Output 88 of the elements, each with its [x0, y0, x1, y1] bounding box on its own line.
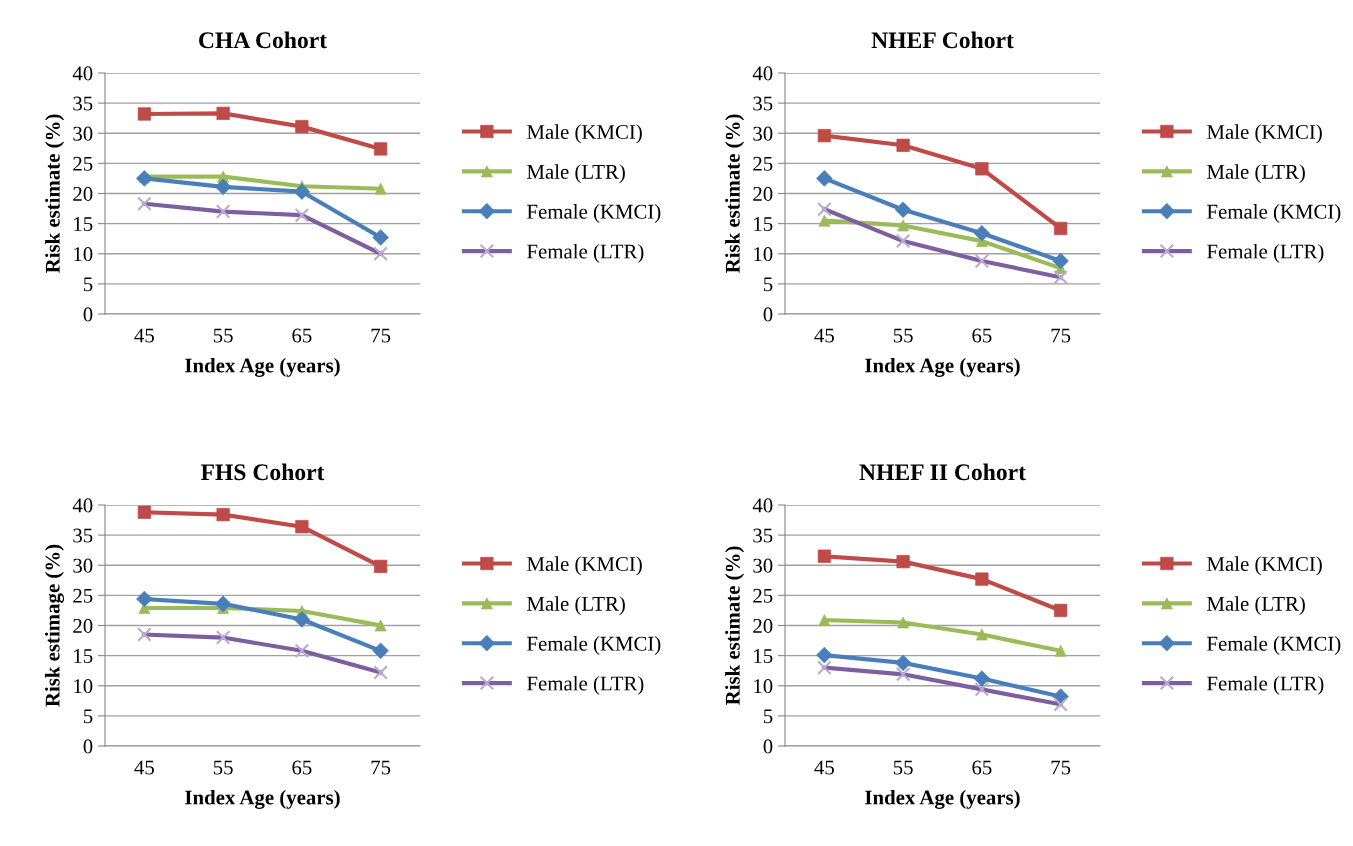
- legend-label: Male (KMCI): [527, 556, 642, 576]
- legend-label: Male (LTR): [527, 596, 625, 616]
- legend-label: Female (LTR): [1207, 243, 1324, 263]
- y-tick-label: 10: [74, 679, 93, 694]
- y-tick-label: 20: [73, 186, 93, 201]
- point: [137, 505, 151, 519]
- y-tick-label: 15: [74, 649, 93, 664]
- chart-title: FHS Cohort: [200, 463, 325, 481]
- y-tick-label: 40: [752, 66, 773, 81]
- point: [374, 142, 388, 156]
- y-tick-label: 35: [73, 528, 93, 543]
- chart-title: NHEF Cohort: [871, 31, 1014, 49]
- legend-label: Female (LTR): [527, 243, 644, 263]
- x-tick-label: 55: [893, 760, 913, 775]
- legend-label: Female (LTR): [1207, 675, 1324, 695]
- y-axis-title: Risk estimate (%): [45, 114, 65, 273]
- legend-label: Male (KMCI): [1207, 556, 1322, 576]
- y-axis-title: Risk estimate (%): [725, 114, 745, 273]
- x-axis-title: Index Age (years): [185, 357, 340, 377]
- point: [817, 549, 831, 563]
- y-tick-label: 25: [753, 588, 773, 603]
- y-tick-label: 25: [753, 156, 773, 171]
- x-tick-label: 55: [893, 328, 913, 343]
- y-tick-label: 5: [83, 709, 93, 724]
- x-tick-label: 75: [371, 760, 391, 775]
- y-tick-label: 35: [753, 96, 773, 111]
- x-tick-label: 65: [972, 760, 992, 775]
- x-tick-label: 45: [134, 328, 154, 343]
- legend-label: Male (LTR): [1207, 164, 1305, 184]
- y-tick-label: 0: [763, 307, 773, 322]
- y-tick-label: 10: [754, 679, 773, 694]
- legend-label: Female (KMCI): [1207, 204, 1341, 223]
- x-tick-label: 45: [814, 760, 834, 775]
- y-tick-label: 0: [83, 307, 93, 322]
- x-tick-label: 45: [814, 328, 834, 343]
- x-tick-label: 75: [371, 328, 391, 343]
- legend-label: Female (KMCI): [1207, 636, 1341, 655]
- x-tick-label: 75: [1051, 328, 1071, 343]
- y-axis-title: Risk estimate (%): [725, 546, 745, 705]
- chart-title: CHA Cohort: [199, 31, 327, 49]
- x-tick-label: 55: [213, 328, 233, 343]
- y-tick-label: 5: [763, 709, 773, 724]
- y-tick-label: 30: [73, 126, 93, 141]
- y-tick-label: 15: [74, 217, 93, 232]
- legend-label: Female (KMCI): [527, 636, 661, 655]
- y-tick-label: 0: [763, 739, 773, 754]
- point: [1054, 221, 1068, 236]
- legend-label: Male (LTR): [1207, 596, 1305, 616]
- y-tick-label: 20: [753, 186, 773, 201]
- x-axis-title: Index Age (years): [865, 789, 1020, 809]
- y-tick-label: 40: [72, 66, 93, 81]
- y-tick-label: 20: [73, 618, 93, 633]
- point: [293, 183, 311, 200]
- y-tick-label: 10: [754, 247, 773, 262]
- y-tick-label: 30: [73, 558, 93, 573]
- x-tick-label: 65: [292, 760, 312, 775]
- y-tick-label: 15: [754, 649, 773, 664]
- y-tick-label: 40: [72, 498, 93, 513]
- x-axis-title: Index Age (years): [185, 789, 340, 809]
- y-axis-title: Risk estimage (%): [44, 544, 65, 707]
- legend-label: Male (KMCI): [1207, 124, 1322, 144]
- y-tick-label: 20: [753, 618, 773, 633]
- y-tick-label: 5: [83, 277, 93, 292]
- legend-label: Male (LTR): [527, 164, 625, 184]
- y-tick-label: 25: [73, 588, 93, 603]
- point: [1054, 603, 1068, 618]
- x-tick-label: 55: [213, 760, 233, 775]
- y-tick-label: 15: [754, 217, 773, 232]
- chart-title: NHEF II Cohort: [859, 463, 1026, 481]
- y-tick-label: 0: [83, 739, 93, 754]
- y-tick-label: 30: [753, 126, 773, 141]
- x-tick-label: 45: [134, 760, 154, 775]
- y-tick-label: 5: [763, 277, 773, 292]
- y-tick-label: 10: [74, 247, 93, 262]
- y-tick-label: 25: [73, 156, 93, 171]
- legend-label: Male (KMCI): [527, 124, 642, 144]
- y-tick-label: 35: [73, 96, 93, 111]
- y-tick-label: 40: [752, 498, 773, 513]
- y-tick-label: 35: [753, 528, 773, 543]
- x-tick-label: 65: [972, 328, 992, 343]
- x-tick-label: 75: [1051, 760, 1071, 775]
- legend-label: Female (LTR): [527, 675, 644, 695]
- x-axis-title: Index Age (years): [865, 357, 1020, 377]
- point: [816, 646, 833, 664]
- point: [216, 106, 230, 120]
- y-tick-label: 30: [753, 558, 773, 573]
- x-tick-label: 65: [292, 328, 312, 343]
- legend-label: Female (KMCI): [527, 204, 661, 223]
